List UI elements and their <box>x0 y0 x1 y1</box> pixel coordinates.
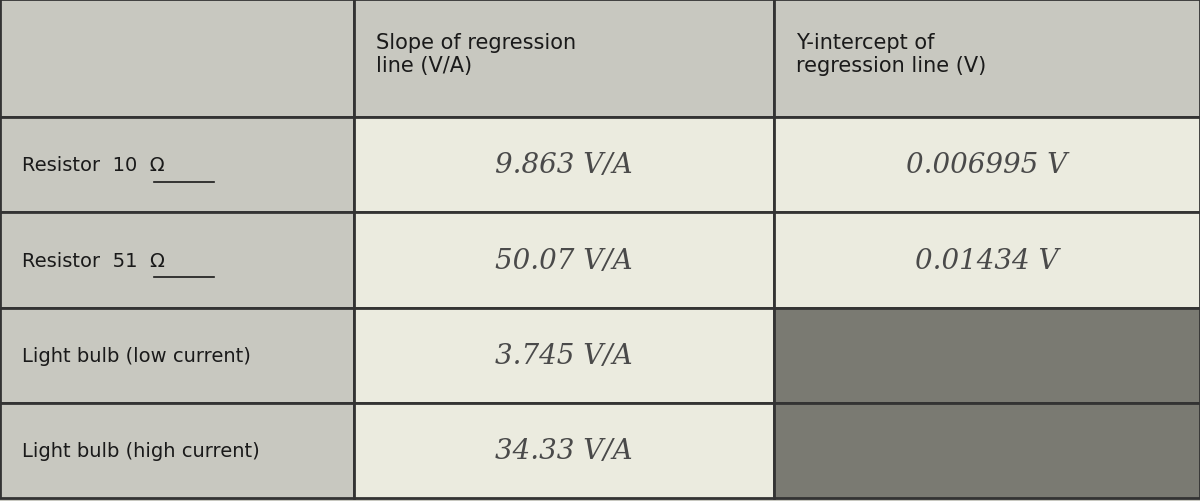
Text: Resistor  51  Ω: Resistor 51 Ω <box>22 251 164 270</box>
Text: 50.07 V/A: 50.07 V/A <box>496 247 632 274</box>
Text: 9.863 V/A: 9.863 V/A <box>496 152 632 179</box>
Text: 0.006995 V: 0.006995 V <box>906 152 1068 179</box>
Text: Resistor  10  Ω: Resistor 10 Ω <box>22 156 164 175</box>
Bar <box>774 0 1200 118</box>
Text: 3.745 V/A: 3.745 V/A <box>496 342 632 369</box>
Text: 34.33 V/A: 34.33 V/A <box>496 437 632 464</box>
Bar <box>354 118 774 213</box>
Bar <box>774 213 1200 308</box>
Text: Y-intercept of
regression line (V): Y-intercept of regression line (V) <box>796 33 986 76</box>
Bar <box>354 0 774 118</box>
Text: Slope of regression
line (V/A): Slope of regression line (V/A) <box>376 33 576 76</box>
Text: 0.01434 V: 0.01434 V <box>916 247 1058 274</box>
Bar <box>774 308 1200 403</box>
Bar <box>354 213 774 308</box>
Bar <box>774 403 1200 498</box>
Bar <box>354 403 774 498</box>
Bar <box>0 0 354 118</box>
Bar <box>354 308 774 403</box>
Bar <box>0 118 354 213</box>
Bar <box>0 308 354 403</box>
Bar <box>0 213 354 308</box>
Text: Light bulb (low current): Light bulb (low current) <box>22 346 251 365</box>
Text: Light bulb (high current): Light bulb (high current) <box>22 441 259 460</box>
Bar <box>774 118 1200 213</box>
Bar <box>0 403 354 498</box>
